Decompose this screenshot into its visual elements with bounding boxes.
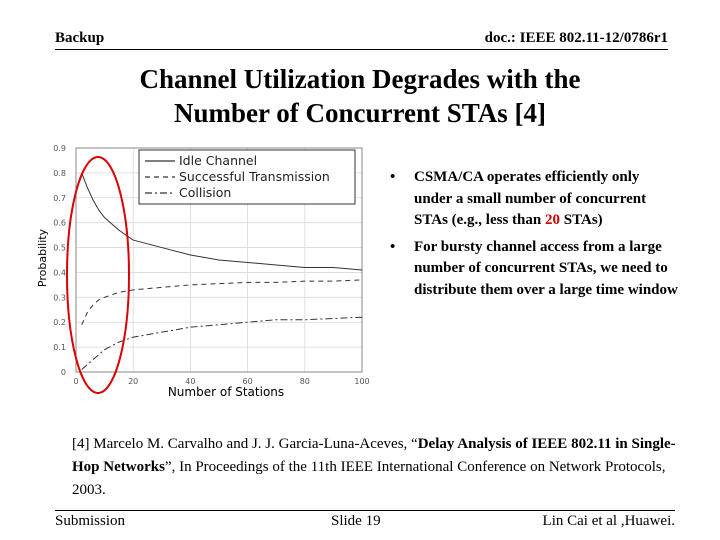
series-line bbox=[81, 279, 363, 325]
legend-entry: Successful Transmission bbox=[179, 169, 330, 184]
plot-frame bbox=[75, 147, 363, 373]
slide-title: Channel Utilization Degrades with the Nu… bbox=[40, 62, 680, 130]
y-tick-label: 0.7 bbox=[53, 194, 66, 203]
y-tick-label: 0.8 bbox=[53, 169, 66, 178]
series-line bbox=[81, 316, 363, 370]
probability-chart: 0 0.1 0.2 0.3 0.4 0.5 0.6 0.7 0.8 0.9 0 20 40 60 80 100… bbox=[36, 144, 370, 399]
footer-divider bbox=[55, 510, 675, 511]
header-label: Backup bbox=[55, 30, 105, 46]
y-tick-label: 0.4 bbox=[53, 268, 66, 277]
bullet-text-end: STAs) bbox=[560, 212, 603, 228]
slide-number: Slide 19 bbox=[331, 513, 381, 529]
x-tick-label: 100 bbox=[354, 377, 369, 386]
bullet-text: CSMA/CA operates efficiently only under … bbox=[414, 169, 647, 228]
y-tick-label: 0.5 bbox=[53, 244, 66, 253]
document-id: doc.: IEEE 802.11-12/0786r1 bbox=[484, 30, 668, 46]
y-tick-label: 0.2 bbox=[53, 318, 66, 327]
legend-entry: Idle Channel bbox=[179, 153, 257, 168]
bullet-marker: • bbox=[390, 169, 396, 185]
x-tick-label: 80 bbox=[300, 377, 310, 386]
reference-venue: ”, In Proceedings of the 11th IEEE Inter… bbox=[72, 459, 666, 498]
reference-title: Delay Analysis of IEEE 802.11 in Single-… bbox=[72, 436, 676, 475]
highlighted-number: 20 bbox=[545, 212, 560, 228]
bullet-list: • CSMA/CA operates efficiently only unde… bbox=[390, 167, 680, 306]
legend-entry: Collision bbox=[179, 185, 231, 200]
reference-citation: [4] Marcelo M. Carvalho and J. J. Garcia… bbox=[72, 433, 692, 502]
bullet-marker: • bbox=[390, 238, 396, 255]
highlight-ellipse bbox=[66, 156, 130, 394]
y-tick-label: 0.1 bbox=[53, 343, 66, 352]
footer-left: Submission bbox=[55, 513, 126, 529]
y-tick-label: 0.3 bbox=[53, 293, 66, 302]
y-tick-label: 0 bbox=[61, 368, 66, 377]
y-tick-label: 0.9 bbox=[53, 144, 66, 153]
bullet-item: • CSMA/CA operates efficiently only unde… bbox=[390, 167, 680, 232]
header-divider bbox=[55, 49, 668, 50]
reference-authors: [4] Marcelo M. Carvalho and J. J. Garcia… bbox=[72, 436, 418, 452]
y-tick-label: 0.6 bbox=[53, 219, 66, 228]
x-tick-label: 40 bbox=[185, 377, 195, 386]
x-tick-label: 20 bbox=[128, 377, 138, 386]
x-tick-label: 0 bbox=[73, 377, 78, 386]
x-tick-label: 60 bbox=[243, 377, 253, 386]
y-axis-label: Probability bbox=[36, 228, 49, 287]
bullet-text: For bursty channel access from a large n… bbox=[414, 238, 678, 298]
x-axis-label: Number of Stations bbox=[168, 385, 284, 399]
footer-authors: Lin Cai et al ,Huawei. bbox=[542, 513, 675, 529]
series-line bbox=[81, 172, 363, 271]
slide-title-line-1: Channel Utilization Degrades with the bbox=[139, 64, 581, 94]
slide-title-line-2: Number of Concurrent STAs [4] bbox=[174, 98, 546, 128]
bullet-item: • For bursty channel access from a large… bbox=[390, 237, 680, 302]
chart-series bbox=[81, 172, 363, 370]
